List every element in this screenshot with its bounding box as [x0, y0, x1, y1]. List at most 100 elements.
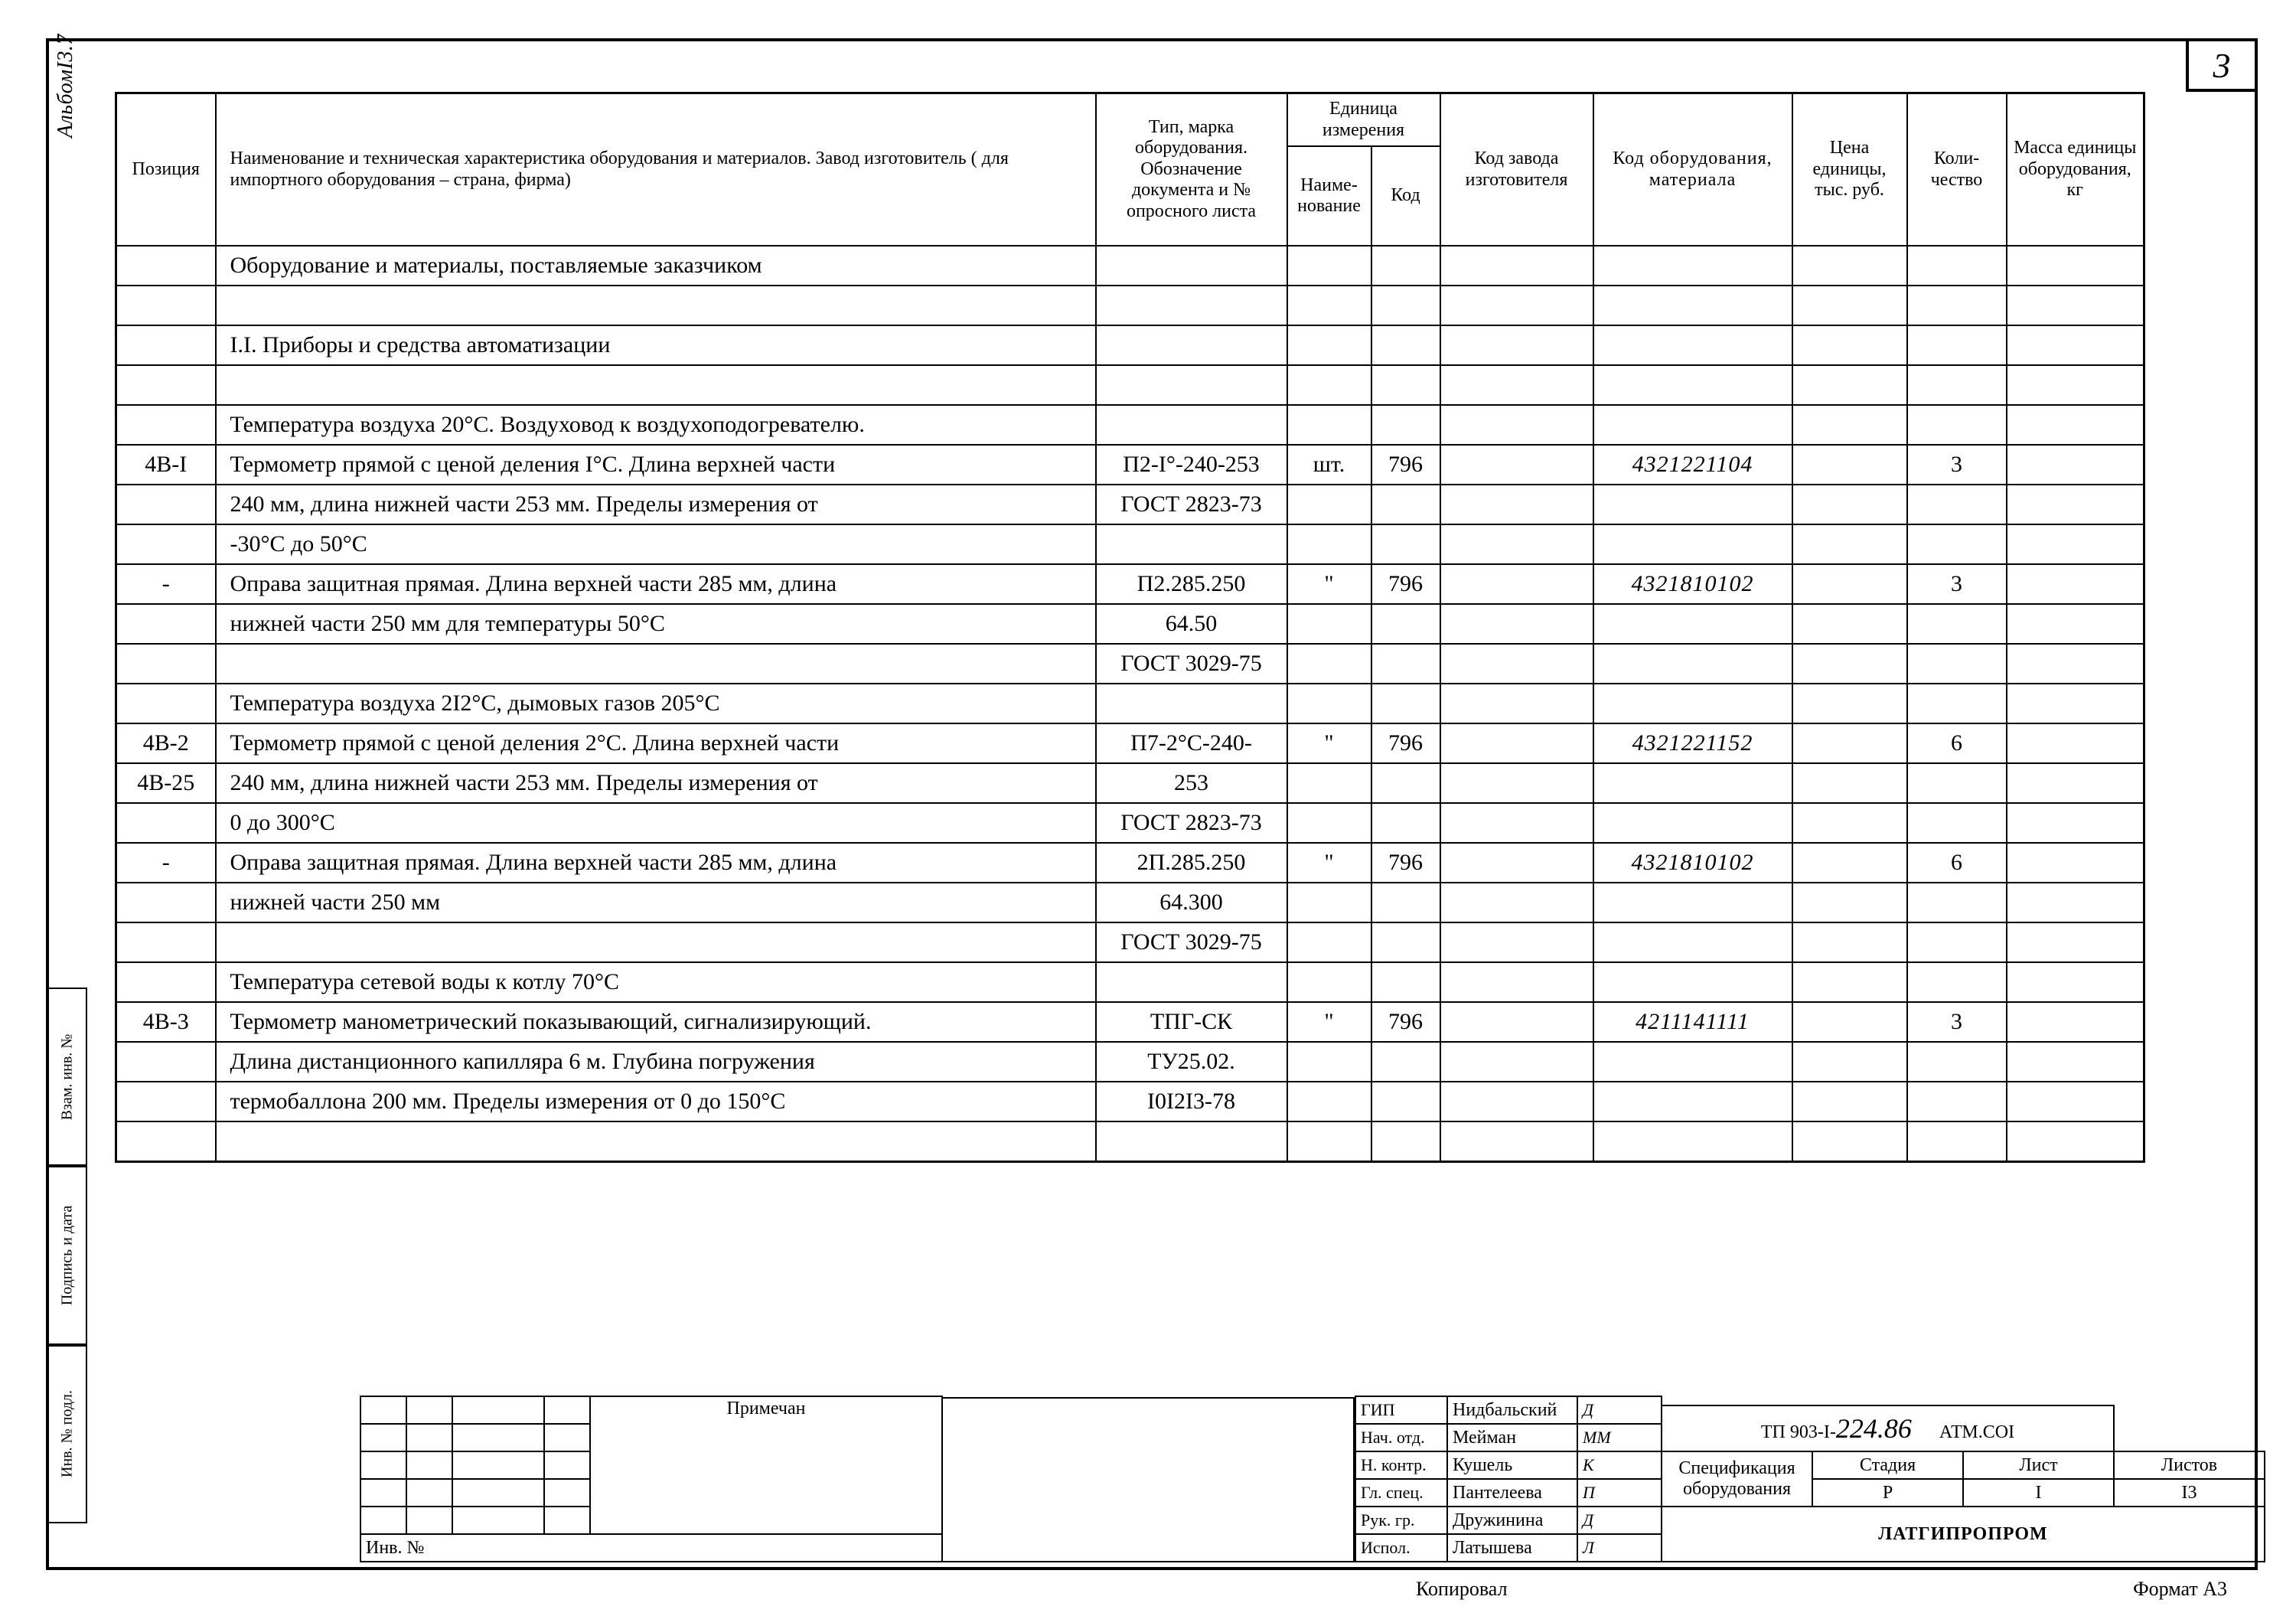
approver-role: Гл. спец. — [1355, 1479, 1447, 1507]
cell-kod — [1371, 1042, 1440, 1082]
cell-kol — [1907, 922, 2007, 962]
cell-type: 64.300 — [1096, 883, 1287, 922]
cell-mass — [2007, 684, 2144, 723]
cell-un: " — [1287, 564, 1371, 604]
cell-zav — [1440, 564, 1593, 604]
th-stage: Стадия — [1812, 1451, 1963, 1479]
table-row: 0 до 300°СГОСТ 2823-73 — [116, 803, 2144, 843]
cell-kodob — [1593, 246, 1792, 286]
cell-mass — [2007, 564, 2144, 604]
title-block: Примечан Инв. № ГИПНидбальскийДНач. отд.… — [199, 1317, 2265, 1562]
docnum-prefix: ТП 903-I- — [1761, 1422, 1836, 1442]
cell-kod — [1371, 763, 1440, 803]
cell-mass — [2007, 763, 2144, 803]
cell-zav — [1440, 1121, 1593, 1161]
cell-name: 0 до 300°С — [216, 803, 1096, 843]
cell-un — [1287, 1042, 1371, 1082]
cell-type: 2П.285.250 — [1096, 843, 1287, 883]
cell-kod: 796 — [1371, 445, 1440, 485]
cell-pos — [116, 1042, 216, 1082]
cell-type: П7-2°С-240- — [1096, 723, 1287, 763]
cell-kodob — [1593, 763, 1792, 803]
approver-signature: Л — [1577, 1534, 1662, 1562]
cell-cena — [1792, 286, 1907, 325]
cell-cena — [1792, 564, 1907, 604]
sidebar-label: Инв. № подл. — [59, 1390, 77, 1477]
approver-row: Испол.ЛатышеваЛ — [1355, 1534, 1662, 1562]
th-list: Лист — [1963, 1451, 2114, 1479]
cell-kodob — [1593, 405, 1792, 445]
cell-name — [216, 922, 1096, 962]
table-head: Позиция Наименование и техническая харак… — [116, 93, 2144, 246]
cell-kodob — [1593, 644, 1792, 684]
cell-cena — [1792, 246, 1907, 286]
table-row: -Оправа защитная прямая. Длина верхней ч… — [116, 564, 2144, 604]
cell-type — [1096, 962, 1287, 1002]
cell-zav — [1440, 405, 1593, 445]
cell-kod — [1371, 485, 1440, 524]
cell-kol: 6 — [1907, 723, 2007, 763]
cell-mass — [2007, 325, 2144, 365]
th-name: Наименование и техническая характеристик… — [216, 93, 1096, 246]
cell-cena — [1792, 644, 1907, 684]
cell-type: ГОСТ 2823-73 — [1096, 485, 1287, 524]
sidebar-podpis: Подпись и дата — [46, 1166, 87, 1344]
cell-kod — [1371, 1082, 1440, 1121]
cell-kod — [1371, 524, 1440, 564]
cell-kod: 796 — [1371, 564, 1440, 604]
cell-mass — [2007, 604, 2144, 644]
cell-kodob: 4321221152 — [1593, 723, 1792, 763]
approver-role: Рук. гр. — [1355, 1507, 1447, 1534]
cell-cena — [1792, 1002, 1907, 1042]
cell-name: -30°С до 50°С — [216, 524, 1096, 564]
doc-number: ТП 903-I-224.86 АТМ.СОI — [1662, 1405, 2114, 1451]
cell-cena — [1792, 1042, 1907, 1082]
cell-type — [1096, 1121, 1287, 1161]
album-label: АльбомI3.7 — [54, 34, 78, 138]
cell-name: термобаллона 200 мм. Пределы измерения о… — [216, 1082, 1096, 1121]
cell-zav — [1440, 485, 1593, 524]
cell-name — [216, 1121, 1096, 1161]
cell-kol — [1907, 883, 2007, 922]
cell-cena — [1792, 723, 1907, 763]
cell-mass — [2007, 962, 2144, 1002]
approver-signature: П — [1577, 1479, 1662, 1507]
cell-pos: 4В-2 — [116, 723, 216, 763]
cell-pos — [116, 644, 216, 684]
cell-kod — [1371, 684, 1440, 723]
cell-un — [1287, 922, 1371, 962]
cell-pos — [116, 604, 216, 644]
cell-un — [1287, 405, 1371, 445]
cell-kol — [1907, 684, 2007, 723]
cell-kol — [1907, 1121, 2007, 1161]
cell-zav — [1440, 644, 1593, 684]
cell-type — [1096, 365, 1287, 405]
cell-un — [1287, 1082, 1371, 1121]
cell-mass — [2007, 405, 2144, 445]
cell-pos — [116, 246, 216, 286]
table-body: Оборудование и материалы, поставляемые з… — [116, 246, 2144, 1161]
cell-kol — [1907, 1042, 2007, 1082]
cell-type: ТУ25.02. — [1096, 1042, 1287, 1082]
cell-un — [1287, 365, 1371, 405]
cell-cena — [1792, 405, 1907, 445]
cell-pos — [116, 684, 216, 723]
cell-kol — [1907, 604, 2007, 644]
cell-name — [216, 286, 1096, 325]
cell-cena — [1792, 883, 1907, 922]
cell-type — [1096, 286, 1287, 325]
cell-type: П2-I°-240-253 — [1096, 445, 1287, 485]
cell-kodob — [1593, 1121, 1792, 1161]
cell-un — [1287, 883, 1371, 922]
cell-name: Термометр прямой с ценой деления I°С. Дл… — [216, 445, 1096, 485]
cell-zav — [1440, 1042, 1593, 1082]
cell-mass — [2007, 445, 2144, 485]
cell-pos — [116, 325, 216, 365]
approver-row: ГИПНидбальскийД — [1355, 1396, 1662, 1424]
sidebar-boxes: Взам. инв. № Подпись и дата Инв. № подл. — [46, 988, 87, 1523]
cell-type: 253 — [1096, 763, 1287, 803]
cell-kodob — [1593, 803, 1792, 843]
cell-zav — [1440, 1082, 1593, 1121]
cell-kodob — [1593, 485, 1792, 524]
cell-kol — [1907, 405, 2007, 445]
